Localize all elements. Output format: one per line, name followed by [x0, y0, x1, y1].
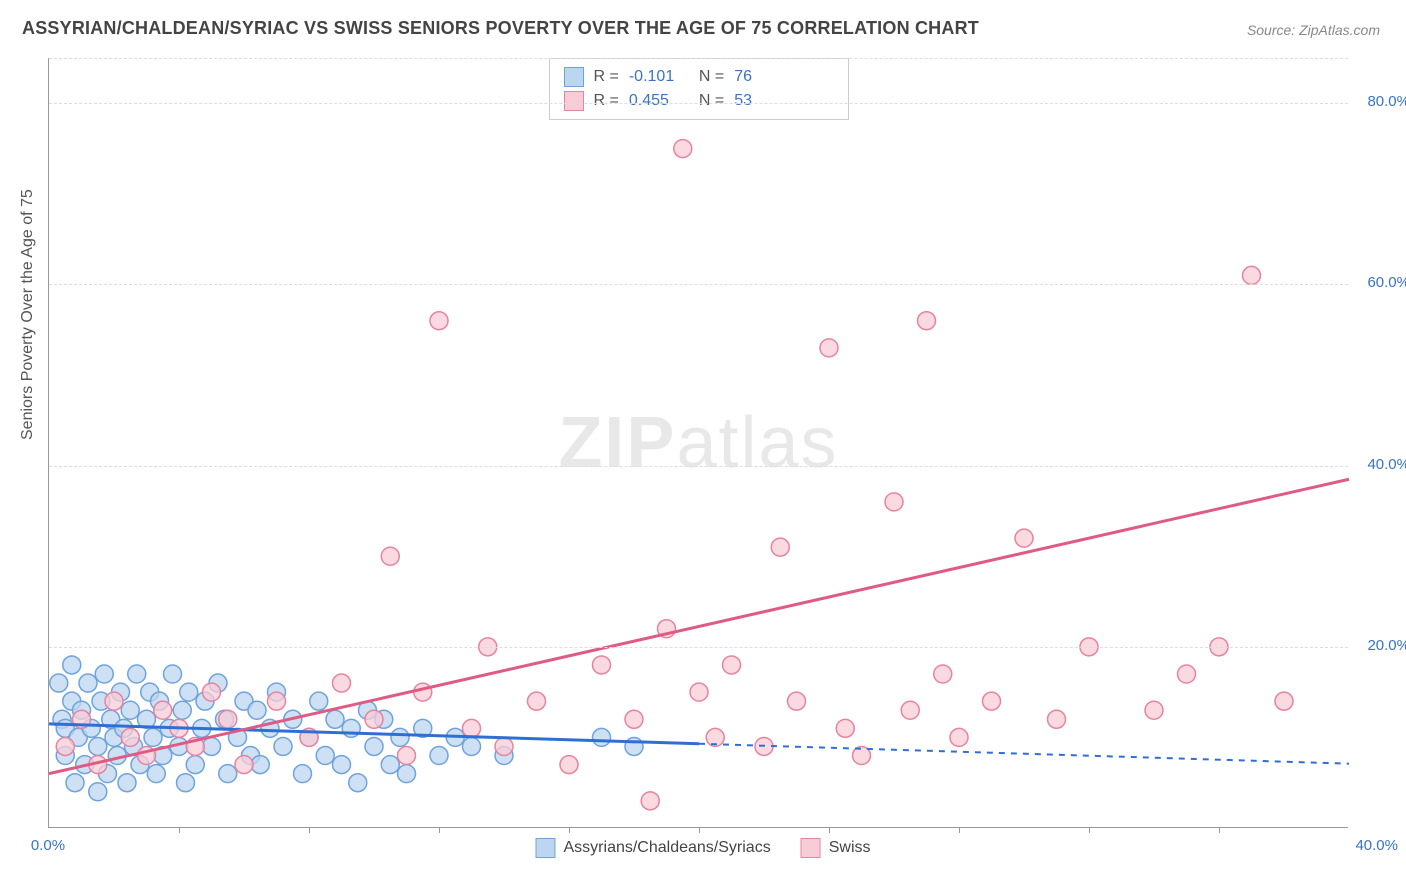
series-a-swatch-icon [564, 67, 584, 87]
chart-title: ASSYRIAN/CHALDEAN/SYRIAC VS SWISS SENIOR… [22, 18, 979, 39]
x-axis-max-label: 40.0% [1355, 837, 1398, 854]
stats-legend-box: R = -0.101 N = 76 R = 0.455 N = 53 [549, 58, 849, 120]
series-a-swatch-icon [536, 838, 556, 858]
series-b-swatch-icon [801, 838, 821, 858]
legend-item-b: Swiss [801, 838, 871, 858]
x-axis-origin-label: 0.0% [31, 837, 65, 854]
legend-label-b: Swiss [829, 839, 871, 857]
bottom-legend: Assyrians/Chaldeans/Syriacs Swiss [536, 838, 871, 858]
y-tick-label: 60.0% [1367, 274, 1406, 291]
plot-area: ZIPatlas R = -0.101 N = 76 R = 0.455 N =… [48, 58, 1348, 828]
correlation-chart: ASSYRIAN/CHALDEAN/SYRIAC VS SWISS SENIOR… [0, 0, 1406, 892]
stats-row-b: R = 0.455 N = 53 [564, 89, 834, 113]
y-axis-label: Seniors Poverty Over the Age of 75 [19, 189, 37, 440]
y-tick-label: 80.0% [1367, 93, 1406, 110]
plot-svg [49, 58, 1348, 827]
y-tick-label: 20.0% [1367, 637, 1406, 654]
legend-item-a: Assyrians/Chaldeans/Syriacs [536, 838, 771, 858]
legend-label-a: Assyrians/Chaldeans/Syriacs [564, 839, 771, 857]
series-b-swatch-icon [564, 91, 584, 111]
y-tick-label: 40.0% [1367, 456, 1406, 473]
stats-row-a: R = -0.101 N = 76 [564, 65, 834, 89]
source-label: Source: ZipAtlas.com [1247, 22, 1380, 38]
